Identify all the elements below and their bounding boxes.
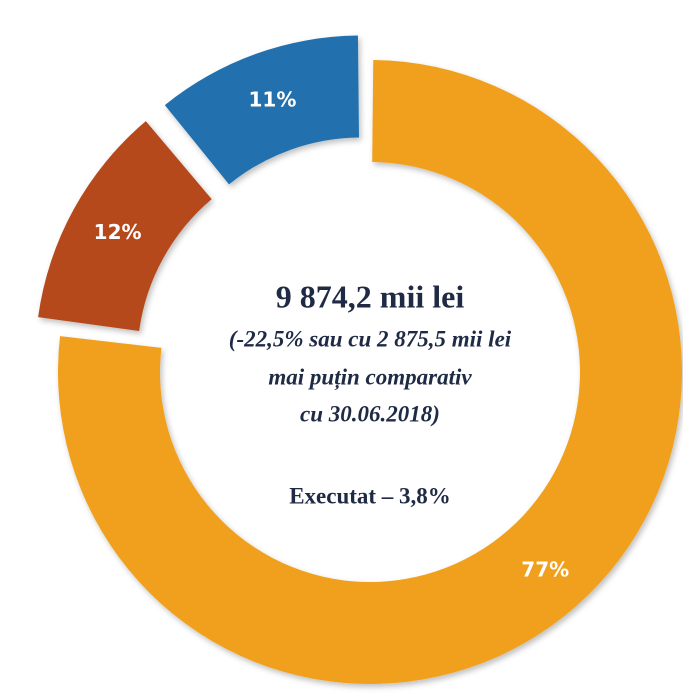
center-note: mai puțin comparativ: [268, 364, 472, 390]
slice: [57, 60, 682, 685]
slice-label: 77%: [521, 557, 569, 581]
slice-label: 12%: [94, 220, 142, 244]
slice: [38, 121, 212, 331]
donut: [38, 35, 682, 685]
slice: [164, 35, 359, 185]
center-executed: Executat – 3,8%: [289, 483, 451, 508]
slice-label: 11%: [249, 88, 297, 112]
slice-labels: 77% 12% 11%: [94, 88, 569, 582]
center-total: 9 874,2 mii lei: [276, 278, 465, 314]
center-note: cu 30.06.2018): [300, 401, 440, 426]
center-note: (-22,5% sau cu 2 875,5 mii lei: [229, 326, 512, 351]
